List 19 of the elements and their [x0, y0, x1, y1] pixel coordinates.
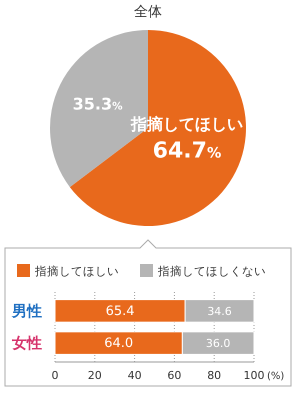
- x-tick-label: 40: [128, 369, 142, 382]
- x-tick-label: 80: [207, 369, 222, 382]
- data-label: 64.0: [104, 336, 134, 352]
- y-tick-label: 男性: [11, 302, 42, 320]
- legend-label: 指摘してほしくない: [157, 264, 266, 278]
- x-tick-label: 60: [167, 369, 182, 382]
- data-label: 34.6: [207, 304, 232, 318]
- data-label: 35.3%: [72, 94, 124, 114]
- x-tick-label: 20: [88, 369, 102, 382]
- data-label: 36.0: [206, 337, 230, 350]
- data-label: 64.7%: [152, 138, 222, 164]
- chart-title: 全体: [134, 4, 162, 20]
- x-tick-label: 0: [52, 369, 58, 382]
- x-axis-title: (%): [267, 371, 284, 382]
- x-tick-label: 100: [244, 369, 264, 382]
- pie-slice: [70, 30, 246, 226]
- y-tick-label: 女性: [11, 334, 42, 352]
- legend-label: 指摘してほしい: [34, 264, 119, 278]
- data-label: 65.4: [106, 304, 135, 319]
